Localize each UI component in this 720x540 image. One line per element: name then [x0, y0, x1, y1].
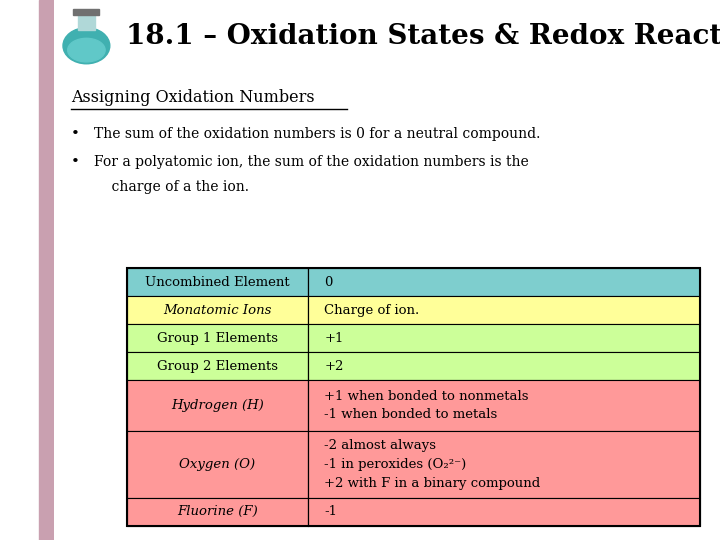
Text: -2 almost always: -2 almost always — [324, 439, 436, 452]
Text: Charge of ion.: Charge of ion. — [324, 304, 420, 317]
Bar — [307, 431, 700, 498]
Bar — [127, 268, 307, 296]
Bar — [127, 296, 307, 325]
Text: +1: +1 — [324, 332, 343, 345]
Text: 18.1 – Oxidation States & Redox Reactions: 18.1 – Oxidation States & Redox Reaction… — [126, 23, 720, 50]
Ellipse shape — [68, 38, 105, 62]
Text: 0: 0 — [324, 276, 333, 289]
Bar — [78, 15, 95, 30]
Text: Group 2 Elements: Group 2 Elements — [157, 360, 278, 373]
Bar — [127, 498, 307, 526]
Text: -1: -1 — [324, 505, 338, 518]
Text: Monatomic Ions: Monatomic Ions — [163, 304, 271, 317]
Bar — [307, 296, 700, 325]
Text: charge of a the ion.: charge of a the ion. — [94, 180, 249, 194]
Text: For a polyatomic ion, the sum of the oxidation numbers is the: For a polyatomic ion, the sum of the oxi… — [94, 155, 528, 169]
Text: Chapter 18 – Electrochemistry: Chapter 18 – Electrochemistry — [14, 189, 24, 351]
Text: •: • — [71, 155, 79, 169]
Text: +2 with F in a binary compound: +2 with F in a binary compound — [324, 477, 541, 490]
Bar — [307, 380, 700, 431]
Text: Oxygen (O): Oxygen (O) — [179, 458, 256, 471]
Bar — [127, 431, 307, 498]
Text: -1 in peroxides (O₂²⁻): -1 in peroxides (O₂²⁻) — [324, 458, 467, 471]
Text: The sum of the oxidation numbers is 0 for a neutral compound.: The sum of the oxidation numbers is 0 fo… — [94, 126, 540, 140]
Text: Group 1 Elements: Group 1 Elements — [157, 332, 278, 345]
Bar — [307, 325, 700, 352]
Text: +1 when bonded to nonmetals: +1 when bonded to nonmetals — [324, 389, 528, 402]
Text: -1 when bonded to metals: -1 when bonded to metals — [324, 408, 498, 421]
Bar — [307, 352, 700, 380]
Bar — [73, 9, 99, 15]
Text: Assigning Oxidation Numbers: Assigning Oxidation Numbers — [71, 89, 314, 106]
Bar — [127, 268, 700, 526]
Bar — [307, 268, 700, 296]
Bar — [127, 352, 307, 380]
Text: +2: +2 — [324, 360, 343, 373]
Bar — [307, 498, 700, 526]
Text: •: • — [71, 126, 79, 140]
Ellipse shape — [63, 28, 109, 64]
Bar — [39, 0, 54, 540]
Text: Hydrogen (H): Hydrogen (H) — [171, 399, 264, 412]
Bar — [127, 380, 307, 431]
Text: Fluorine (F): Fluorine (F) — [177, 505, 258, 518]
Bar — [127, 325, 307, 352]
Text: Uncombined Element: Uncombined Element — [145, 276, 289, 289]
